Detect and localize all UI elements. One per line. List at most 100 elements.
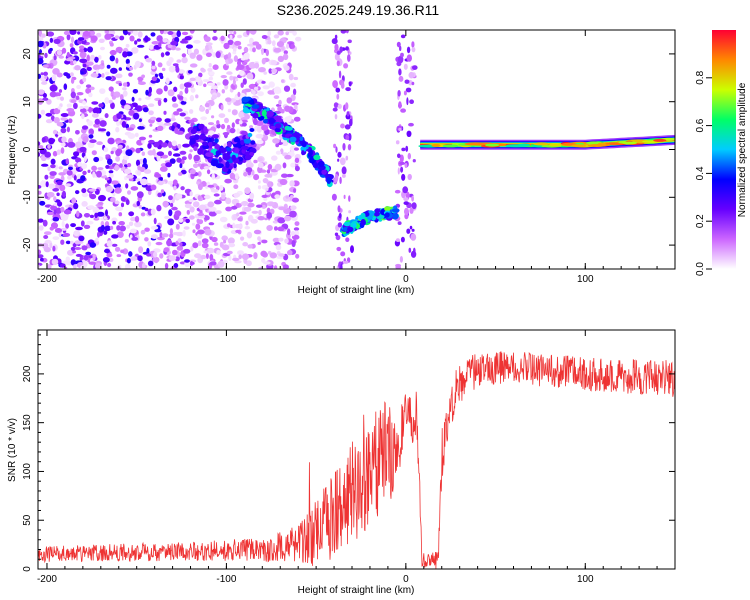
spectrogram-noise-blob <box>85 251 92 256</box>
spectrogram-noise-blob <box>70 223 76 228</box>
spectrogram-noise-blob <box>277 55 285 63</box>
spectrogram-noise-blob <box>52 150 58 157</box>
spectrogram-noise-blob <box>193 154 200 162</box>
spectrogram-line-highlight <box>464 142 488 146</box>
spectrogram-noise-blob <box>228 242 236 248</box>
spectrogram-noise-blob <box>172 249 178 256</box>
spectrogram-noise-blob <box>134 40 138 45</box>
spectrogram-noise-blob <box>89 242 97 248</box>
spectrogram-noise-blob <box>56 180 63 186</box>
spectrogram-noise-blob <box>159 177 163 181</box>
spectrogram-noise-blob <box>38 225 44 231</box>
spectrogram-noise-blob <box>130 216 137 222</box>
spectrogram-noise-blob <box>109 42 114 47</box>
spectrogram-noise-blob <box>110 90 114 95</box>
spectrogram-noise-blob <box>83 155 87 162</box>
spectrogram-noise-blob <box>253 86 259 91</box>
spectrogram-noise-blob <box>76 84 81 90</box>
spectrogram-noise-blob <box>207 130 215 136</box>
spectrogram-noise-blob <box>207 71 215 76</box>
spectrogram-noise-blob <box>53 38 61 45</box>
spectrogram-noise-blob <box>91 150 97 156</box>
spectrogram-noise-blob <box>139 166 146 172</box>
spectrogram-noise-blob <box>47 144 51 149</box>
spectrogram-line-highlight <box>517 143 531 147</box>
spectrogram-noise-blob <box>87 46 93 53</box>
spectrogram-noise-blob <box>237 34 242 39</box>
spectrogram-noise-blob <box>238 111 244 118</box>
spectrogram-noise-blob <box>194 76 202 83</box>
spectrogram-noise-blob <box>150 32 156 37</box>
spectrogram-noise-blob <box>41 163 49 167</box>
spectrogram-noise-blob <box>200 67 205 72</box>
spectrogram-noise-blob <box>65 256 71 262</box>
spectrogram-noise-blob <box>79 51 87 59</box>
spectrogram-noise-blob <box>204 36 211 42</box>
spectrogram-noise-blob <box>190 245 194 252</box>
snr-axes: -200 -100 0 100 0 50 100 150 200 <box>22 330 676 585</box>
spectrogram-noise-blob <box>225 197 232 205</box>
spectrogram-noise-blob <box>185 218 190 224</box>
spectrogram-noise-blob <box>171 125 176 132</box>
spectrogram-noise-blob <box>100 224 105 232</box>
spectrogram-noise-blob <box>178 172 183 176</box>
spectrogram-noise-blob <box>98 128 107 132</box>
spectrogram-noise-blob <box>108 99 113 104</box>
spectrogram-noise-blob <box>261 204 266 209</box>
spectrogram-noise-blob <box>147 260 154 267</box>
spectrogram-noise-blob <box>236 212 240 217</box>
spectrogram-noise-blob <box>111 180 119 185</box>
spectrogram-noise-blob <box>62 232 71 237</box>
spectrogram-noise-blob <box>148 86 152 94</box>
spectrogram-noise-blob <box>134 215 140 223</box>
spectrogram-noise-blob <box>161 67 166 72</box>
spectrogram-noise-blob <box>205 108 210 115</box>
spectrogram-noise-blob <box>266 169 271 174</box>
spectrogram-noise-blob <box>175 223 180 230</box>
spectrogram-noise-blob <box>407 152 411 160</box>
spectrogram-noise-blob <box>335 146 338 153</box>
spectrogram-noise-blob <box>117 144 123 149</box>
spectrogram-noise-blob <box>45 181 49 188</box>
colorbar-tick-label: 0.0 <box>695 262 706 276</box>
spectrogram-noise-blob <box>136 200 141 207</box>
spectrogram-noise-blob <box>398 127 402 131</box>
spectrogram-noise-blob <box>167 89 175 97</box>
spectrogram-noise-blob <box>214 199 222 205</box>
spectrogram-noise-blob <box>158 42 162 48</box>
spectrogram-noise-blob <box>227 223 231 228</box>
spectrogram-noise-blob <box>249 125 254 129</box>
spectrogram-feature-segment <box>347 226 354 233</box>
spectrogram-noise-blob <box>190 87 196 93</box>
spectrogram-noise-blob <box>115 206 124 212</box>
spectrogram-noise-blob <box>131 96 135 102</box>
spectrogram-noise-blob <box>137 126 145 130</box>
spectrogram-noise-blob <box>52 245 56 252</box>
spectrogram-noise-blob <box>295 253 300 259</box>
spectrogram-noise-blob <box>264 173 273 178</box>
spectrogram-noise-blob <box>189 77 196 82</box>
spectrogram-feature-band <box>244 151 250 156</box>
spectrogram-feature-band <box>241 148 246 154</box>
spectrogram-noise-blob <box>337 158 340 162</box>
spectrogram-noise-blob <box>57 201 63 207</box>
spectrogram-noise-blob <box>294 230 300 236</box>
spectrogram-noise-blob <box>120 99 126 106</box>
spectrogram-noise-blob <box>201 238 209 244</box>
spectrogram-noise-blob <box>81 125 89 130</box>
spectrogram-y-tick-label: 20 <box>22 48 33 60</box>
spectrogram-noise-blob <box>94 57 99 63</box>
spectrogram-noise-blob <box>342 173 346 178</box>
spectrogram-noise-blob <box>226 250 233 255</box>
spectrogram-noise-blob <box>161 233 169 238</box>
spectrogram-noise-blob <box>210 189 219 193</box>
spectrogram-noise-blob <box>294 104 298 110</box>
spectrogram-noise-blob <box>406 228 411 234</box>
spectrogram-noise-blob <box>108 170 114 174</box>
spectrogram-feature-band <box>243 138 252 144</box>
spectrogram-noise-blob <box>275 143 280 148</box>
spectrogram-noise-blob <box>172 179 178 186</box>
spectrogram-feature-band <box>207 141 213 149</box>
spectrogram-noise-blob <box>411 46 416 53</box>
spectrogram-noise-blob <box>49 37 54 43</box>
